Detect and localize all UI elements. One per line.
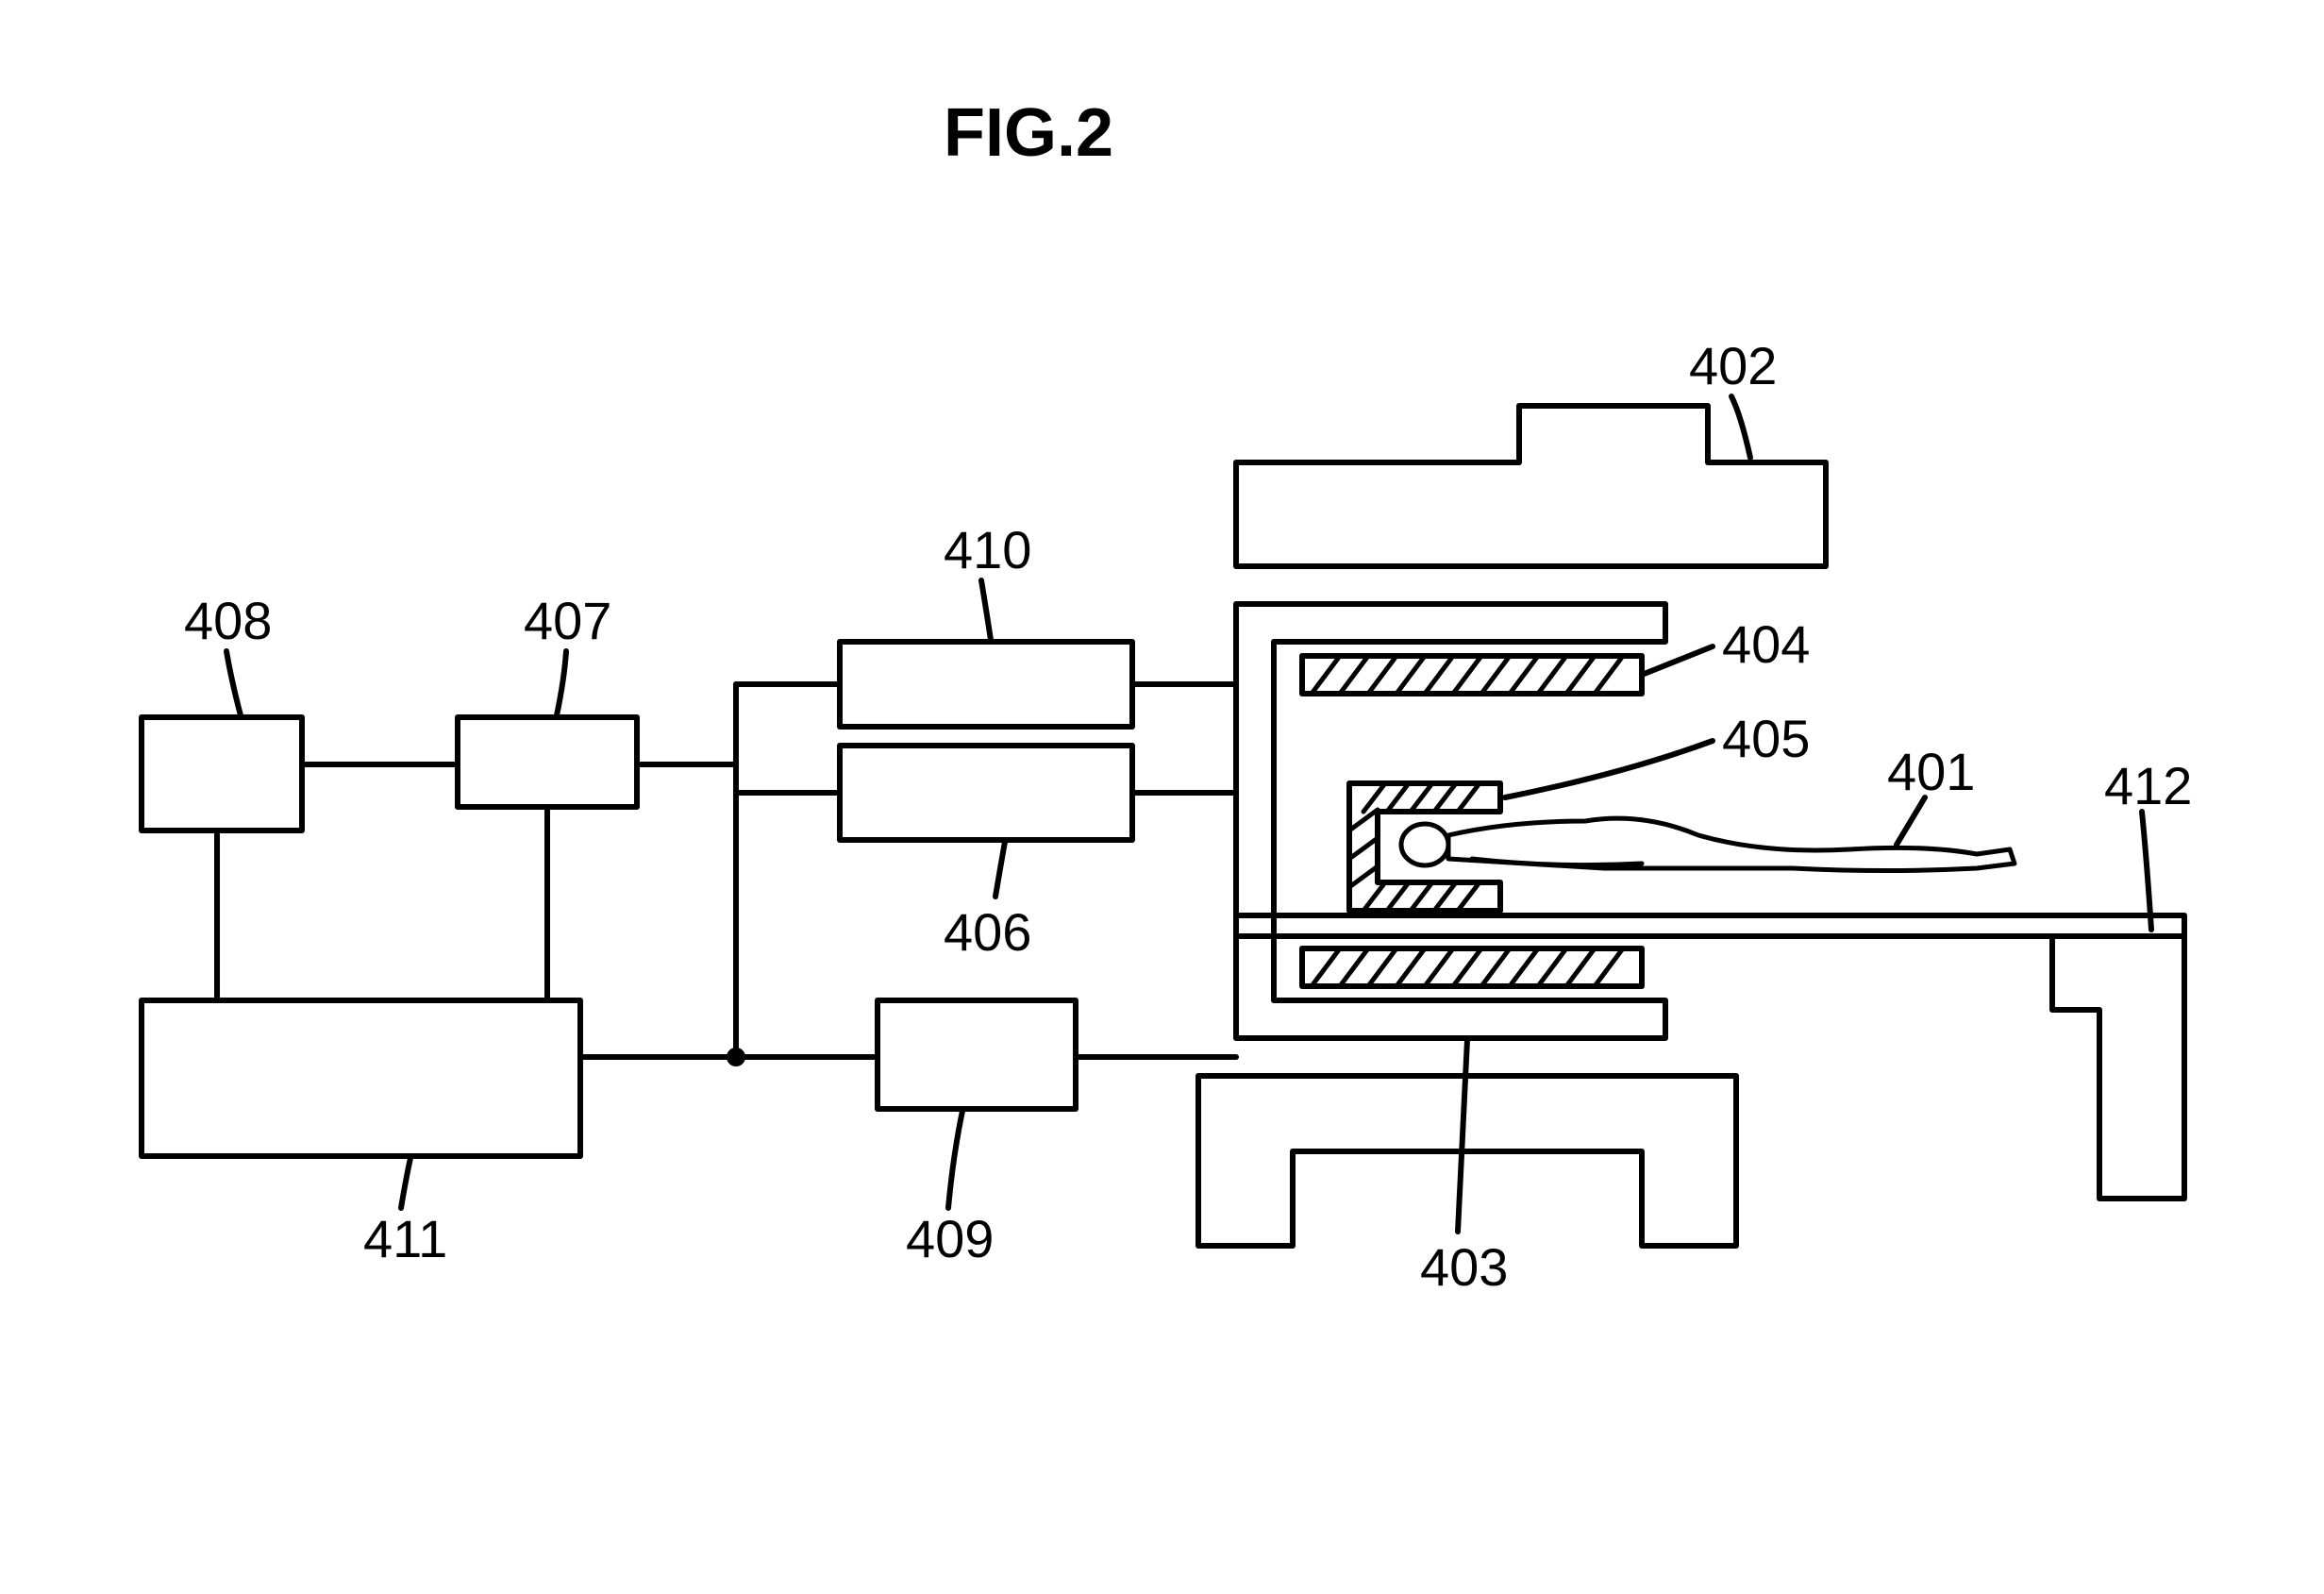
block-402	[1236, 406, 1826, 566]
diagram-page: FIG.2 402 410 408 407 404 405 401 412 40…	[0, 0, 2324, 1594]
leader-411	[401, 1158, 410, 1208]
block-411	[142, 1000, 580, 1156]
block-409	[878, 1000, 1076, 1109]
leader-405	[1505, 741, 1713, 797]
leader-410	[981, 580, 991, 640]
coil-404-lower	[1302, 948, 1642, 986]
leader-403	[1458, 1040, 1467, 1232]
coil-404-upper	[1302, 656, 1642, 694]
leader-404	[1642, 646, 1713, 675]
block-407	[458, 717, 637, 807]
leader-409	[948, 1111, 962, 1208]
base-pedestal	[1198, 1076, 1736, 1246]
junction-dot	[727, 1048, 745, 1066]
patient-401	[1401, 818, 2015, 870]
bed-412	[1236, 915, 2184, 1199]
block-408	[142, 717, 302, 831]
diagram-svg	[0, 0, 2324, 1594]
leader-401	[1897, 797, 1925, 845]
block-410	[840, 642, 1132, 727]
coil-405	[1349, 783, 1500, 911]
leader-407	[557, 651, 566, 715]
block-406	[840, 746, 1132, 840]
leader-408	[226, 651, 241, 715]
leader-402	[1731, 396, 1750, 458]
leader-412	[2142, 812, 2151, 930]
leader-406	[995, 842, 1005, 897]
